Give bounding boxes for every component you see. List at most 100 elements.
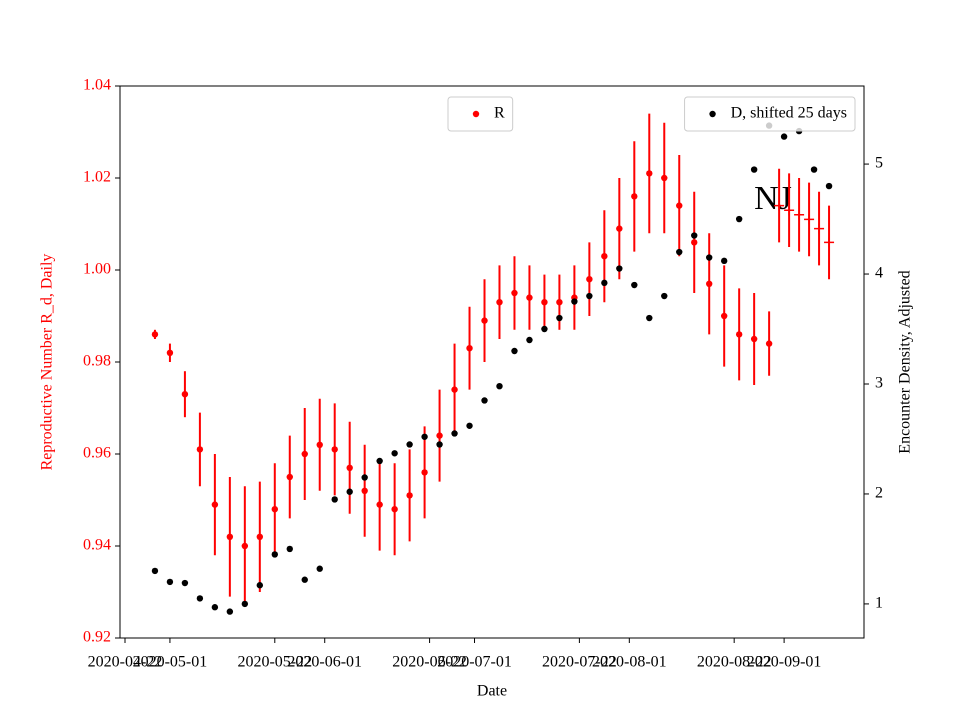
point <box>376 457 383 465</box>
legend-label: D, shifted 25 days <box>731 105 847 122</box>
point <box>765 340 773 347</box>
point <box>316 441 323 448</box>
point <box>631 193 638 200</box>
point <box>735 215 743 223</box>
point <box>196 446 204 453</box>
point <box>784 205 795 216</box>
point <box>511 347 518 355</box>
point <box>481 397 488 404</box>
point <box>496 382 503 390</box>
point <box>271 551 278 558</box>
point <box>226 608 234 615</box>
y-tick-label: 0.96 <box>83 445 111 462</box>
point <box>436 441 443 448</box>
point <box>706 254 713 261</box>
point <box>526 336 533 344</box>
point <box>691 239 698 246</box>
point <box>256 582 264 589</box>
point <box>331 496 338 503</box>
point <box>750 166 758 173</box>
point <box>301 450 308 458</box>
point <box>211 604 219 611</box>
point <box>361 474 368 481</box>
y2-tick-label: 2 <box>875 485 883 502</box>
point <box>676 248 683 256</box>
point <box>810 166 818 173</box>
point <box>616 265 623 272</box>
y-tick-label: 1.02 <box>83 169 111 186</box>
point <box>774 200 785 211</box>
point <box>496 299 503 306</box>
y-tick-label: 0.98 <box>83 353 111 370</box>
point <box>436 432 443 439</box>
point <box>601 253 608 260</box>
point <box>301 576 308 583</box>
legend: R <box>447 96 514 132</box>
point <box>196 595 204 602</box>
point <box>331 446 338 453</box>
x-tick-label: 2020-08-22 <box>697 654 772 671</box>
x-axis-label: Date <box>477 683 507 700</box>
point <box>421 433 428 440</box>
x-tick-label: 2020-05-22 <box>237 654 312 671</box>
point <box>824 237 835 248</box>
point <box>571 298 578 305</box>
point <box>646 170 653 177</box>
point <box>586 292 593 300</box>
y2-tick-label: 5 <box>875 155 883 172</box>
legend-box <box>684 96 856 132</box>
annotation: NJ <box>754 180 792 217</box>
point <box>346 488 353 495</box>
point <box>526 294 533 301</box>
point <box>661 174 668 182</box>
point <box>541 325 548 333</box>
point <box>406 492 413 499</box>
point <box>661 292 668 300</box>
y2-axis-label: Encounter Density, Adjusted <box>897 270 914 453</box>
x-tick-label: 2020-04-22 <box>88 654 163 671</box>
point <box>286 473 293 481</box>
point <box>466 345 473 352</box>
point <box>226 533 234 540</box>
point <box>211 501 219 508</box>
point <box>616 225 623 232</box>
point <box>241 542 249 550</box>
point <box>391 506 398 513</box>
point <box>256 533 264 540</box>
point <box>750 335 758 343</box>
x-tick-label: 2020-07-22 <box>542 654 617 671</box>
point <box>720 257 728 265</box>
point <box>286 545 293 553</box>
point <box>586 276 593 283</box>
point <box>556 299 563 306</box>
x-tick-label: 2020-09-01 <box>747 654 822 671</box>
y-tick-label: 1.04 <box>83 77 111 94</box>
point <box>406 441 413 448</box>
point <box>451 386 458 393</box>
point <box>271 506 278 513</box>
y2-tick-label: 4 <box>875 265 883 282</box>
point <box>794 209 805 220</box>
x-tick-label: 2020-05-01 <box>133 654 208 671</box>
point <box>181 579 189 587</box>
point <box>151 567 159 575</box>
legend-marker <box>472 110 480 118</box>
x-tick-label: 2020-06-22 <box>392 654 467 671</box>
point <box>391 450 398 457</box>
point <box>421 469 428 476</box>
y2-tick-label: 3 <box>875 375 883 392</box>
point <box>451 430 458 437</box>
point <box>166 349 174 356</box>
point <box>376 501 383 508</box>
point <box>556 314 563 322</box>
point <box>466 422 473 429</box>
point <box>780 133 788 140</box>
x-tick-label: 2020-07-01 <box>437 654 512 671</box>
point <box>691 232 698 239</box>
point <box>735 331 743 338</box>
legend-label: R <box>494 105 505 122</box>
point <box>804 214 815 225</box>
point <box>346 464 353 471</box>
point <box>720 312 728 320</box>
